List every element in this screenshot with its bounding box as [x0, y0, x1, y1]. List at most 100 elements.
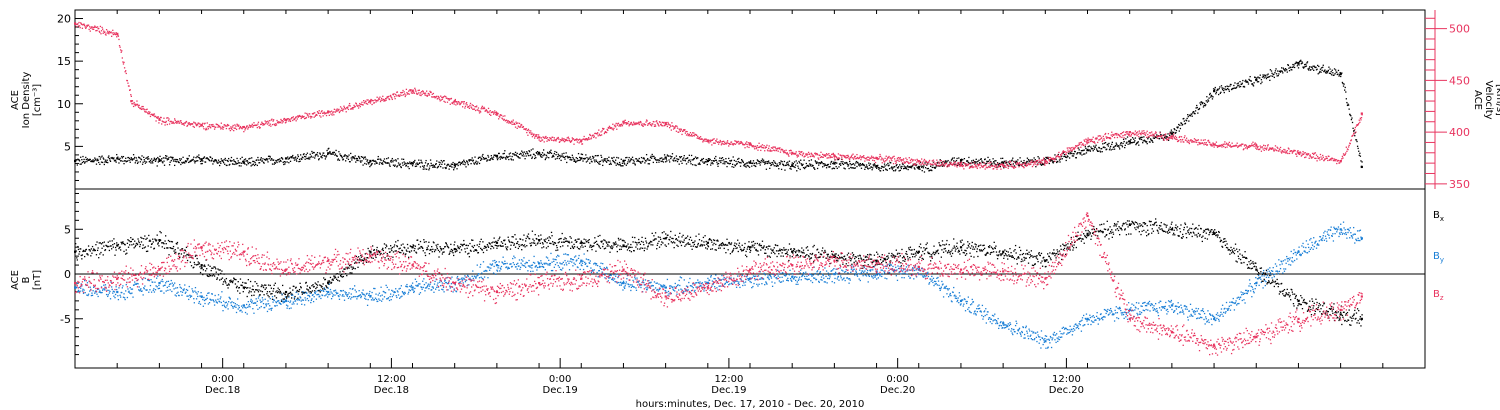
top-left-ylabel-0: ACE: [10, 90, 21, 110]
b-tick-label: -5: [60, 313, 71, 326]
bottom-left-ylabel-1: B: [21, 276, 32, 283]
x-tick-date-0: Dec.18: [205, 385, 240, 396]
by-point-8: [411, 286, 414, 289]
density-point-2: [158, 159, 161, 162]
velocity-texture: [75, 21, 1363, 170]
bz-point-31: [1360, 295, 1363, 298]
velocity-point-0: [74, 22, 77, 25]
right-tick-label: 350: [1449, 178, 1470, 191]
bx-point-7: [369, 250, 372, 253]
by-point-24: [1086, 317, 1089, 320]
bottom-left-ylabel-2: [nT]: [32, 270, 43, 290]
x-tick-time-3: 12:00: [714, 374, 743, 385]
bz-point-25: [1128, 317, 1131, 320]
velocity-point-29: [1255, 144, 1258, 147]
bz-point-6: [327, 259, 330, 262]
bz-texture: [75, 212, 1363, 356]
density-texture: [75, 59, 1363, 173]
bz-point-0: [74, 281, 77, 285]
top-right-ylabel-1: Velocity: [1483, 80, 1494, 119]
velocity-point-32: [1360, 112, 1363, 115]
density-point-29: [1297, 61, 1300, 65]
x-tick-time-5: 12:00: [1052, 374, 1081, 385]
density-point-21: [959, 159, 963, 162]
bz-point-24: [1086, 214, 1089, 218]
bx-point-21: [959, 246, 963, 249]
by-texture: [75, 221, 1363, 349]
bx-point-5: [284, 290, 288, 294]
density-point-3: [200, 158, 203, 161]
legend-By: By: [1433, 251, 1444, 264]
density-point-30: [1339, 72, 1342, 76]
bx-point-10: [495, 241, 499, 244]
bz-point-19: [875, 262, 878, 265]
left-tick-label: 20: [57, 13, 71, 26]
bx-point-30: [1339, 313, 1342, 316]
velocity-point-15: [664, 122, 667, 126]
by-point-13: [622, 281, 625, 285]
bx-point-23: [1044, 259, 1047, 262]
bx-point-31: [1360, 317, 1363, 320]
by-point-7: [369, 295, 372, 298]
bz-point-1: [116, 277, 119, 280]
by-point-30: [1339, 228, 1342, 231]
b-tick-label: 5: [64, 223, 71, 236]
top-right-ylabel-0: ACE: [1472, 90, 1483, 110]
bz-point-11: [538, 281, 541, 285]
bx-point-27: [1213, 232, 1216, 235]
legend-sub: z: [1440, 294, 1444, 302]
legend-sub: x: [1440, 215, 1444, 223]
velocity-point-25: [1086, 139, 1089, 142]
bz-point-29: [1297, 317, 1300, 320]
x-axis-title: hours:minutes, Dec. 17, 2010 - Dec. 20, …: [636, 399, 865, 410]
bz-point-21: [959, 268, 963, 271]
density-point-17: [791, 164, 794, 167]
by-point-5: [284, 299, 288, 303]
bz-point-12: [580, 277, 583, 280]
legend-sub: y: [1440, 256, 1444, 264]
by-point-22: [1002, 322, 1005, 325]
velocity-point-24: [1044, 160, 1047, 163]
density-point-6: [327, 152, 330, 155]
left-tick-label: 5: [64, 140, 71, 153]
bz-point-10: [495, 290, 499, 294]
by-point-23: [1044, 340, 1047, 343]
bz-point-5: [284, 268, 288, 271]
by-point-12: [580, 259, 583, 262]
bx-point-20: [917, 250, 920, 253]
bz-point-7: [369, 255, 372, 258]
by-point-21: [959, 299, 963, 303]
density-point-18: [833, 162, 836, 165]
velocity-point-22: [959, 164, 963, 167]
by-point-28: [1255, 281, 1258, 285]
density-point-11: [538, 152, 541, 155]
bx-point-0: [74, 250, 77, 253]
bz-point-22: [1002, 270, 1005, 273]
bz-point-14: [664, 295, 667, 298]
legend-Bx: Bx: [1433, 210, 1444, 223]
bx-point-9: [453, 247, 456, 251]
bx-point-12: [580, 241, 583, 244]
right-tick-label: 400: [1449, 126, 1470, 139]
bz-point-18: [833, 259, 836, 262]
left-tick-label: 10: [57, 98, 71, 111]
top-left-ylabel-1: Ion Density: [21, 72, 32, 129]
bz-point-15: [706, 286, 710, 289]
bx-point-26: [1170, 228, 1174, 231]
x-tick-time-2: 0:00: [549, 374, 571, 385]
velocity-point-17: [749, 143, 752, 146]
bx-texture: [75, 218, 1363, 327]
density-point-9: [453, 164, 456, 167]
left-tick-label: 15: [57, 55, 71, 68]
density-point-7: [369, 159, 372, 163]
x-tick-date-4: Dec.20: [880, 385, 915, 396]
bx-point-22: [1002, 250, 1005, 253]
velocity-point-6: [284, 118, 288, 121]
by-point-10: [495, 264, 499, 267]
right-tick-label: 450: [1449, 74, 1470, 87]
bz-point-13: [622, 268, 625, 271]
bx-point-19: [875, 259, 878, 262]
x-tick-time-0: 0:00: [211, 374, 233, 385]
velocity-point-2: [130, 100, 133, 103]
